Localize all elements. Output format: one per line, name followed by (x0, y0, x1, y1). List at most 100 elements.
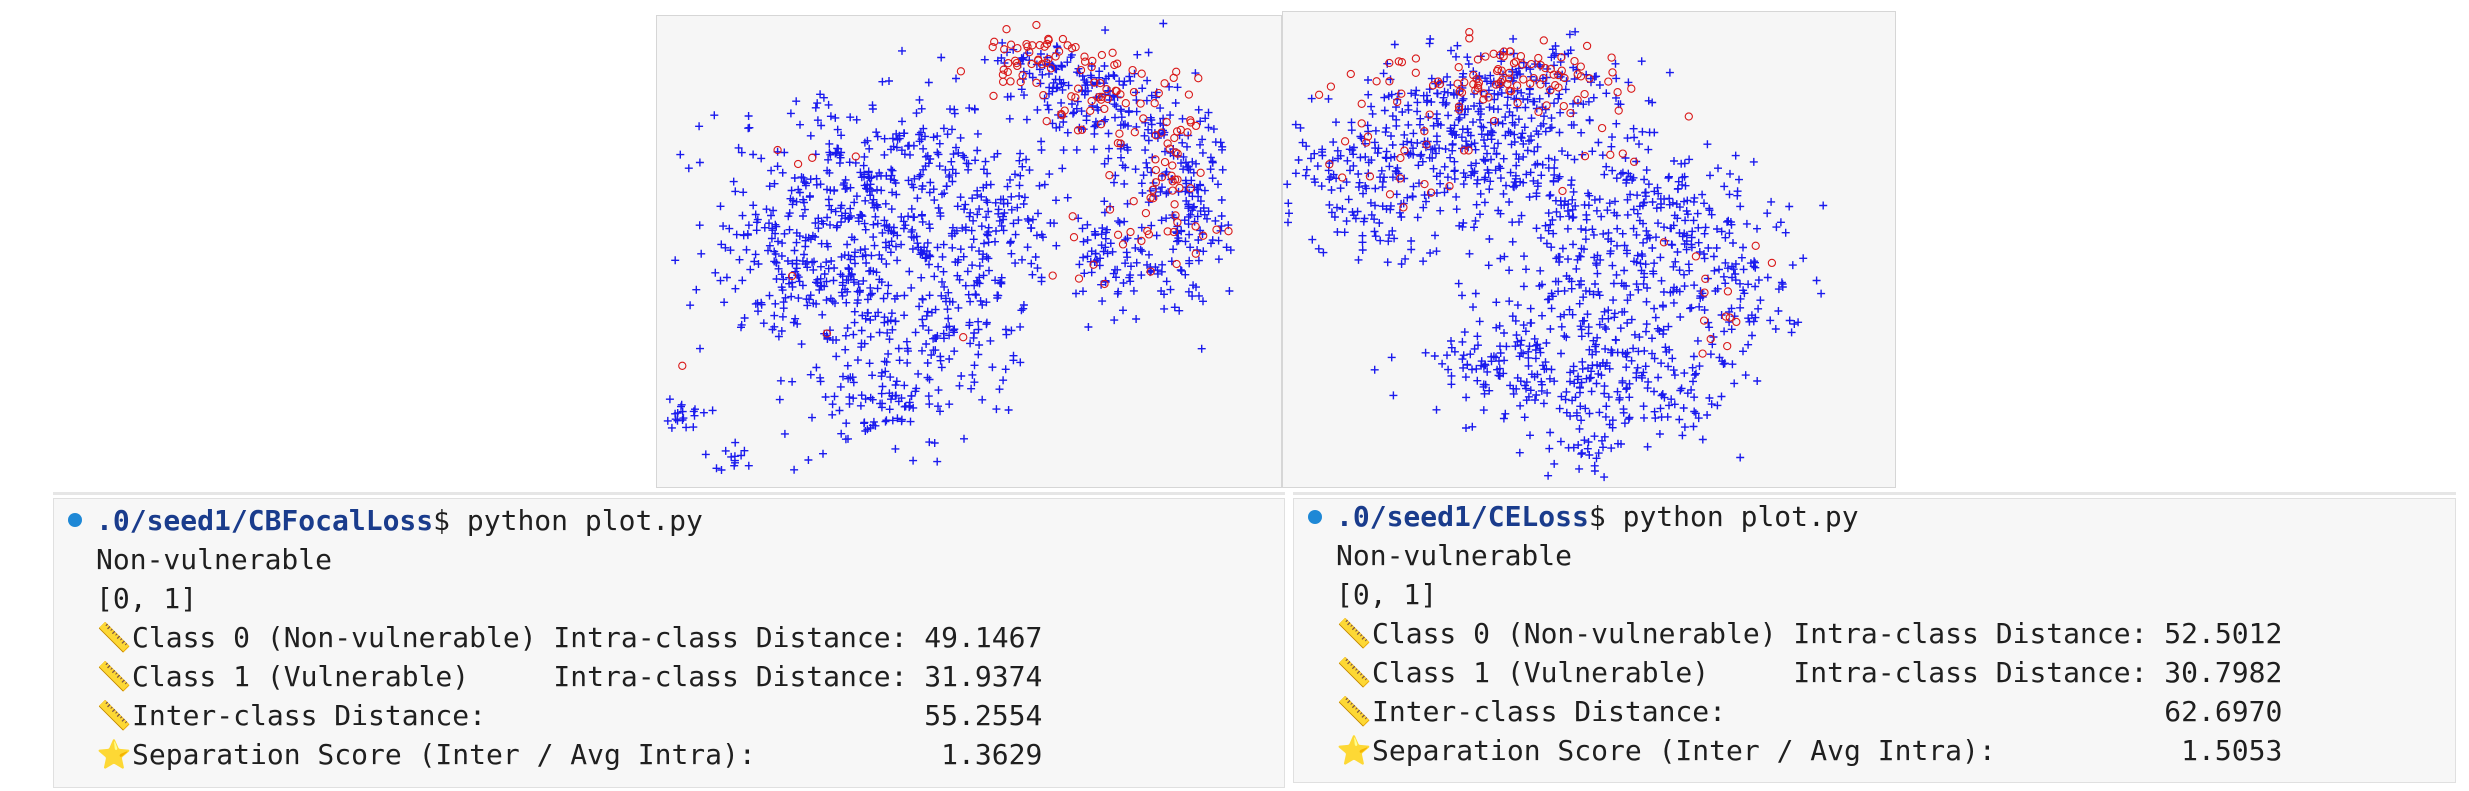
class1-marker (1006, 77, 1015, 86)
class1-marker (1146, 267, 1155, 276)
class1-marker (1121, 99, 1130, 108)
class1-marker (1340, 137, 1350, 146)
class1-marker (1000, 45, 1009, 54)
class1-marker (1013, 44, 1022, 53)
ruler-icon: 📏 (96, 699, 132, 732)
class1-marker (1051, 52, 1060, 61)
output-row-inter: 📏Inter-class Distance: 55.2554 (96, 699, 1043, 733)
class1-marker (998, 77, 1008, 86)
class1-marker (1422, 140, 1431, 149)
class1-marker (1573, 70, 1582, 79)
class1-marker (1767, 258, 1777, 268)
row-text: Inter-class Distance: 55.2554 (132, 699, 1043, 732)
class1-marker (1137, 236, 1146, 246)
class1-marker (1396, 174, 1405, 183)
class1-marker (1471, 86, 1480, 95)
class1-marker (1527, 59, 1536, 69)
class1-marker (1080, 52, 1089, 61)
class1-marker (1454, 102, 1464, 111)
class1-marker (1426, 188, 1436, 197)
class1-marker (1076, 65, 1086, 75)
class1-marker (1163, 227, 1172, 236)
class1-marker (1518, 60, 1527, 69)
class1-marker (822, 329, 832, 338)
output-line-classes: [0, 1] (1336, 578, 1438, 611)
tsne-scatter-right (1283, 27, 1828, 482)
class1-marker (1171, 148, 1180, 157)
class1-marker (1105, 171, 1114, 180)
class1-marker (1139, 114, 1148, 123)
class1-marker (1499, 47, 1509, 56)
class0-points (663, 19, 1235, 474)
class1-marker (1580, 152, 1590, 161)
class1-marker (1044, 35, 1053, 45)
class1-marker (959, 333, 968, 342)
class1-marker (1496, 77, 1505, 87)
class1-marker (1172, 127, 1182, 136)
class1-marker (1129, 87, 1139, 97)
class1-marker (1191, 121, 1201, 131)
class1-marker (1073, 126, 1083, 135)
class1-marker (1087, 62, 1096, 72)
output-row-class1: 📏Class 1 (Vulnerable) Intra-class Distan… (96, 660, 1043, 694)
class1-marker (1173, 149, 1182, 158)
class1-marker (1071, 42, 1080, 52)
class1-marker (1105, 205, 1115, 214)
class1-marker (1151, 165, 1161, 175)
class0-points (1283, 27, 1828, 482)
terminal-output-left[interactable]: .0/seed1/CBFocalLoss$ python plot.py Non… (53, 498, 1285, 788)
class1-marker (1691, 252, 1701, 261)
class1-marker (1326, 82, 1336, 91)
class1-marker (1108, 48, 1117, 57)
class1-marker (1539, 73, 1548, 83)
class1-marker (1090, 78, 1099, 87)
class1-marker (998, 70, 1008, 79)
class1-marker (1701, 274, 1710, 283)
prompt-path: .0/seed1/CELoss (1336, 500, 1589, 533)
class1-marker (1032, 20, 1041, 30)
output-row-inter: 📏Inter-class Distance: 62.6970 (1336, 695, 2283, 729)
class1-marker (1492, 66, 1502, 76)
class1-marker (1003, 67, 1012, 77)
class1-marker (1040, 42, 1049, 51)
prompt-path: .0/seed1/CBFocalLoss (96, 504, 434, 537)
ruler-icon: 📏 (1336, 656, 1372, 689)
class1-marker (1173, 218, 1182, 227)
class1-marker (1128, 65, 1137, 75)
output-row-class1: 📏Class 1 (Vulnerable) Intra-class Distan… (1336, 656, 2283, 690)
class1-marker (1659, 238, 1669, 247)
class1-marker (1529, 74, 1538, 83)
class1-marker (1046, 64, 1056, 73)
class1-marker (1094, 93, 1103, 102)
class1-marker (1513, 98, 1522, 108)
class1-marker (1560, 73, 1569, 83)
class1-marker (1490, 116, 1499, 126)
class1-marker (1585, 74, 1594, 83)
terminal-output-right[interactable]: .0/seed1/CELoss$ python plot.py Non-vuln… (1293, 498, 2456, 783)
prompt-command: $ python plot.py (433, 504, 703, 537)
class1-marker (1465, 27, 1474, 37)
class1-marker (1025, 48, 1034, 57)
class1-marker (1576, 62, 1585, 71)
tsne-scatter-left (663, 19, 1235, 474)
class1-marker (1151, 155, 1160, 164)
class1-marker (1700, 288, 1709, 297)
class1-marker (1607, 53, 1616, 62)
class1-marker (1459, 146, 1469, 155)
class1-marker (1146, 193, 1155, 203)
prompt-command: $ python plot.py (1588, 500, 1859, 533)
class1-marker (793, 159, 803, 169)
class1-marker (1613, 88, 1622, 97)
class1-marker (1346, 69, 1355, 79)
class1-marker (1627, 84, 1636, 93)
row-text: Separation Score (Inter / Avg Intra): 1.… (132, 738, 1043, 771)
prompt-line: .0/seed1/CBFocalLoss$ python plot.py (96, 504, 703, 538)
class1-marker (1400, 146, 1409, 155)
terminal-divider-left (53, 492, 1285, 495)
row-text: Class 1 (Vulnerable) Intra-class Distanc… (132, 660, 1043, 693)
class1-marker (1399, 203, 1408, 212)
output-row-class0: 📏Class 0 (Non-vulnerable) Intra-class Di… (1336, 617, 2283, 651)
output-line-classes: [0, 1] (96, 582, 198, 615)
class1-marker (1089, 260, 1098, 269)
ruler-icon: 📏 (1336, 617, 1372, 650)
